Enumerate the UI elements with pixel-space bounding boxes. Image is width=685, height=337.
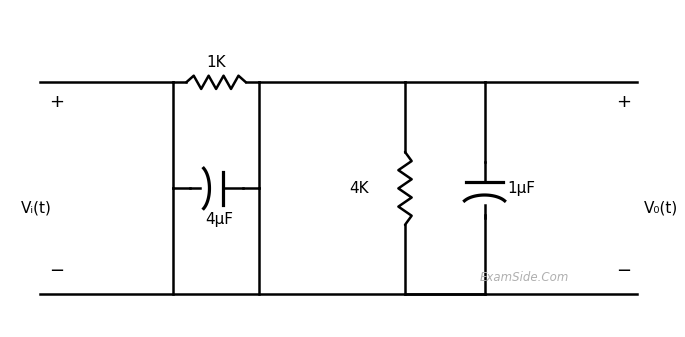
Text: +: + [616,93,632,111]
Text: 1μF: 1μF [508,181,536,196]
Text: 4K: 4K [349,181,369,196]
Text: +: + [49,93,64,111]
Text: 1K: 1K [206,55,226,70]
Text: ExamSide.Com: ExamSide.Com [479,271,569,284]
Text: 4μF: 4μF [206,212,234,226]
Text: −: − [49,262,64,280]
Text: V₀(t): V₀(t) [644,201,678,216]
Text: −: − [616,262,632,280]
Text: Vᵢ(t): Vᵢ(t) [21,201,51,216]
